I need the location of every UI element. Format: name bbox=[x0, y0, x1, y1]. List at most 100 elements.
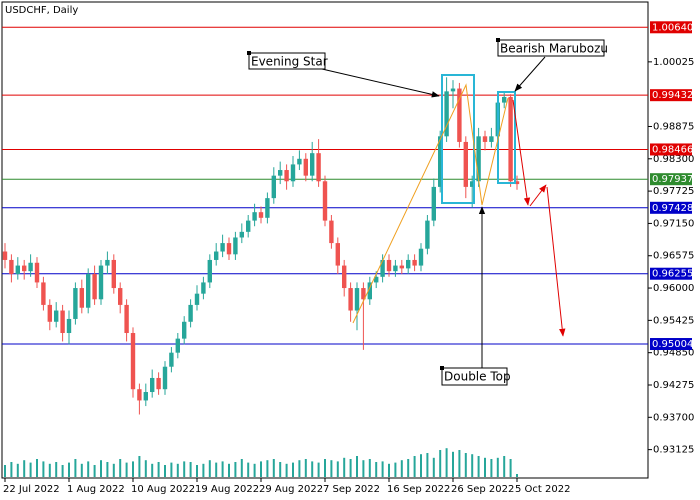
y-tick-label: 0.98300 bbox=[653, 154, 694, 165]
volume-bar bbox=[234, 462, 237, 477]
x-tick-label: 1 Aug 2022 bbox=[67, 484, 125, 495]
volume-bar bbox=[298, 460, 301, 477]
volume-bar bbox=[458, 450, 461, 477]
volume-bar bbox=[407, 459, 410, 477]
candle-body bbox=[425, 220, 430, 249]
candle-body bbox=[393, 265, 398, 272]
volume-bar bbox=[106, 462, 109, 477]
volume-bar bbox=[183, 461, 186, 477]
y-tick-label: 0.98875 bbox=[653, 121, 694, 132]
volume-bar bbox=[253, 463, 256, 477]
volume-bar bbox=[496, 457, 499, 477]
candle-body bbox=[380, 259, 385, 277]
candle-body bbox=[412, 259, 417, 266]
annotation-box bbox=[248, 52, 326, 70]
candle-body bbox=[489, 136, 494, 142]
candle-body bbox=[470, 181, 475, 187]
candle-body bbox=[60, 310, 65, 334]
x-tick-label: 7 Sep 2022 bbox=[323, 484, 380, 495]
zigzag bbox=[352, 83, 509, 324]
candle-body bbox=[297, 158, 302, 165]
annotation-box bbox=[441, 367, 508, 386]
annotation-box bbox=[497, 39, 605, 57]
candle-body bbox=[156, 377, 161, 390]
y-tick-label: 0.96000 bbox=[653, 283, 694, 294]
candle-body bbox=[438, 136, 443, 187]
volume-bar bbox=[464, 453, 467, 477]
volume-bar bbox=[272, 459, 275, 477]
volume-bar bbox=[368, 459, 371, 477]
volume-bar bbox=[208, 460, 211, 477]
volume-bar bbox=[36, 459, 38, 477]
volume-bar bbox=[215, 462, 218, 477]
y-tick-label: 1.00025 bbox=[653, 57, 694, 68]
volume-bar bbox=[490, 459, 493, 477]
level-label-box bbox=[650, 267, 692, 280]
level-label: 0.98466 bbox=[652, 144, 693, 155]
level-label-box bbox=[650, 143, 692, 156]
volume-bar bbox=[125, 462, 128, 477]
candle-body bbox=[47, 304, 52, 322]
y-tick-label: 0.97150 bbox=[653, 218, 694, 229]
candle-body bbox=[162, 366, 168, 390]
volume-bar bbox=[445, 448, 448, 477]
volume-bar bbox=[420, 454, 422, 477]
y-tick-label: 0.96575 bbox=[653, 251, 694, 262]
volume-bar bbox=[61, 465, 64, 477]
candle-body bbox=[361, 288, 366, 300]
volume-bar bbox=[413, 456, 416, 477]
volume-bar bbox=[29, 462, 32, 477]
anchor bbox=[496, 38, 500, 42]
level-label: 0.99432 bbox=[652, 90, 693, 101]
candle-body bbox=[175, 338, 180, 353]
candle-body bbox=[514, 181, 520, 185]
level-label: 0.95004 bbox=[652, 339, 693, 350]
candle-body bbox=[226, 243, 232, 255]
candle-body bbox=[367, 282, 372, 300]
volume-bar bbox=[164, 465, 166, 477]
candle-body bbox=[278, 170, 283, 176]
candle-body bbox=[265, 198, 270, 218]
volume-bar bbox=[266, 460, 269, 477]
volume-bar bbox=[356, 456, 358, 477]
volume-bar bbox=[80, 463, 83, 477]
candle-body bbox=[374, 276, 379, 283]
candle-body bbox=[310, 153, 315, 176]
candle-body bbox=[463, 141, 468, 187]
candle-body bbox=[246, 220, 251, 232]
candle-body bbox=[22, 265, 27, 272]
candle-body bbox=[194, 293, 200, 305]
volume-bar bbox=[196, 465, 198, 477]
y-tick-label: 0.94850 bbox=[653, 348, 694, 359]
volume-bar bbox=[362, 460, 365, 477]
candle-body bbox=[252, 212, 257, 221]
volume-bar bbox=[432, 457, 435, 477]
volume-bar bbox=[157, 462, 160, 477]
y-tick-label: 0.94275 bbox=[653, 380, 694, 391]
axes: 1.00025 0.98875 0.98300 0.97725 0.97150 0.965… bbox=[3, 21, 694, 495]
candle-body bbox=[111, 259, 116, 289]
volume-bar bbox=[388, 463, 390, 477]
candle-body bbox=[54, 310, 59, 322]
volume-bar bbox=[336, 461, 339, 477]
level-label-box bbox=[650, 89, 692, 102]
candle-body bbox=[220, 243, 225, 252]
candle-body bbox=[15, 265, 20, 274]
volume-bar bbox=[10, 462, 13, 477]
candle-body bbox=[406, 259, 411, 269]
volume-bar bbox=[151, 463, 154, 477]
volume-bar bbox=[311, 461, 314, 477]
candle-body bbox=[105, 259, 110, 266]
volume-layer bbox=[4, 448, 518, 477]
annotation: Evening Star bbox=[251, 55, 328, 69]
candle-body bbox=[188, 304, 193, 322]
y-tick-label: 0.97725 bbox=[653, 186, 694, 197]
volume-bar bbox=[516, 474, 518, 477]
chart-title: USDCHF, Daily bbox=[5, 5, 78, 16]
candle-body bbox=[303, 158, 308, 176]
candle-body bbox=[271, 175, 276, 199]
volume-bar bbox=[394, 462, 397, 477]
volume-bar bbox=[330, 460, 333, 477]
candle-body bbox=[450, 88, 456, 92]
candle-body bbox=[79, 288, 84, 308]
